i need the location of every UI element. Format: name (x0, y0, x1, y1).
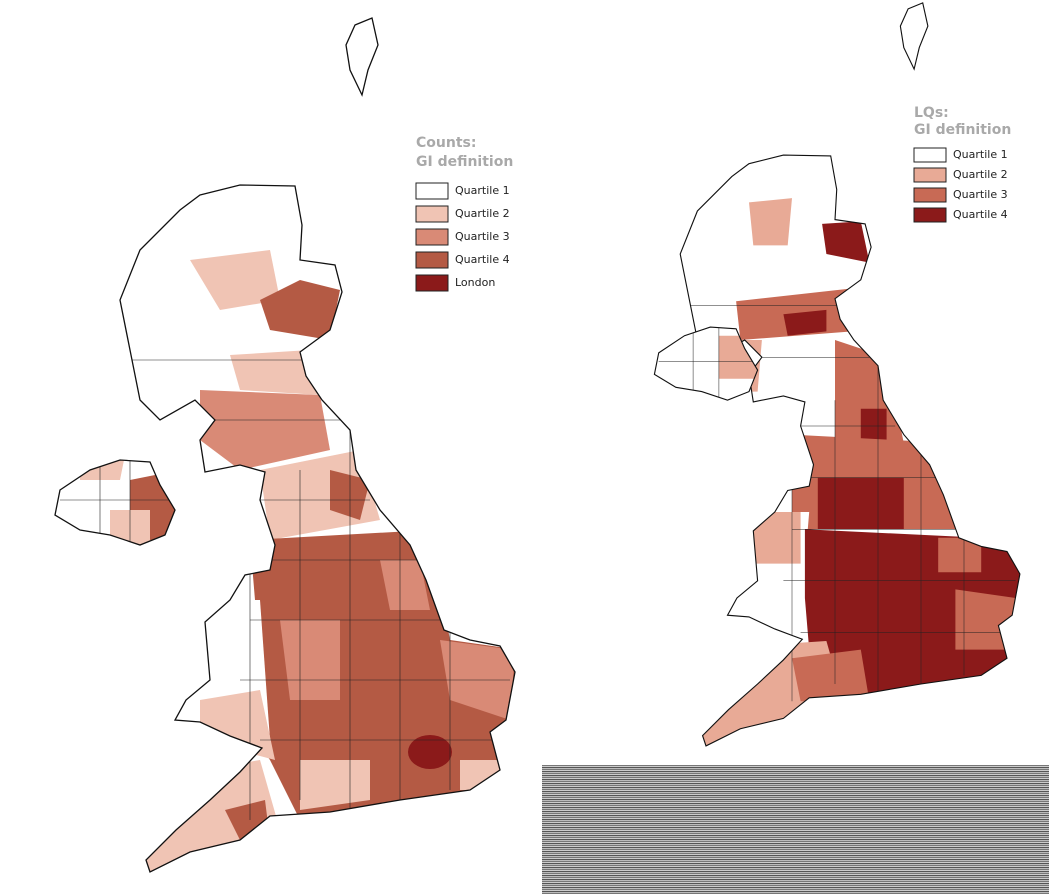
legend-label: London (455, 276, 495, 289)
legend-swatch (415, 205, 449, 223)
legends: Counts: GI definition Quartile 1 Quartile 2… (415, 105, 1011, 292)
legend-title: GI definition (416, 154, 513, 170)
legend-swatch (415, 274, 449, 292)
legend-swatch (415, 228, 449, 246)
legend-label: Quartile 1 (953, 148, 1008, 161)
legend-label: Quartile 1 (455, 184, 510, 197)
counts-map (54, 17, 516, 873)
legend-label: Quartile 2 (455, 207, 510, 220)
legend-title: Counts: (416, 135, 476, 151)
noise-block (542, 765, 1049, 894)
legend-swatch (913, 207, 947, 223)
legend-title: GI definition (914, 122, 1011, 138)
legend-swatch (415, 182, 449, 200)
lq-map (653, 2, 1021, 747)
legend-swatch (415, 251, 449, 269)
legend-swatch (913, 187, 947, 203)
legend-swatch (913, 147, 947, 163)
legend-label: Quartile 3 (455, 230, 510, 243)
legend-label: Quartile 4 (455, 253, 510, 266)
legend-label: Quartile 2 (953, 168, 1008, 181)
legend-label: Quartile 4 (953, 208, 1008, 221)
legend-label: Quartile 3 (953, 188, 1008, 201)
legend-title: LQs: (914, 105, 949, 121)
legend-swatch (913, 167, 947, 183)
